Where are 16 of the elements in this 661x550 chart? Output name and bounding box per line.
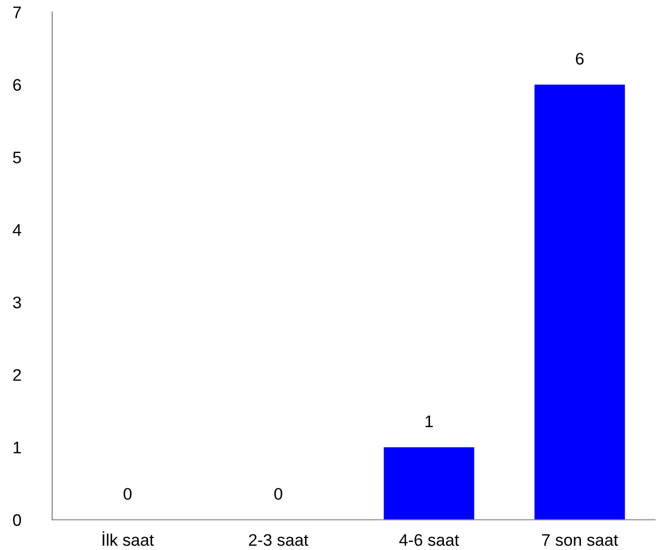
- y-tick-label: 0: [13, 514, 22, 526]
- y-tick-label: 1: [14, 442, 21, 454]
- y-tick-label: 7: [13, 6, 21, 18]
- data-label: 0: [124, 488, 132, 500]
- data-label: 1: [426, 416, 433, 428]
- y-tick-label: 3: [13, 296, 21, 308]
- y-tick-label: 6: [13, 79, 21, 91]
- y-tick-label: 2: [13, 369, 21, 381]
- y-tick-label: 5: [13, 152, 21, 164]
- x-tick-label: 2-3 saat: [249, 534, 308, 546]
- x-tick-label: 7 son saat: [542, 534, 618, 546]
- data-label: 6: [576, 52, 584, 65]
- x-tick-label: 4-6 saat: [399, 534, 459, 546]
- x-tick-label: İlk saat: [102, 531, 154, 546]
- y-tick-label: 4: [12, 224, 22, 236]
- data-label: 0: [274, 488, 282, 500]
